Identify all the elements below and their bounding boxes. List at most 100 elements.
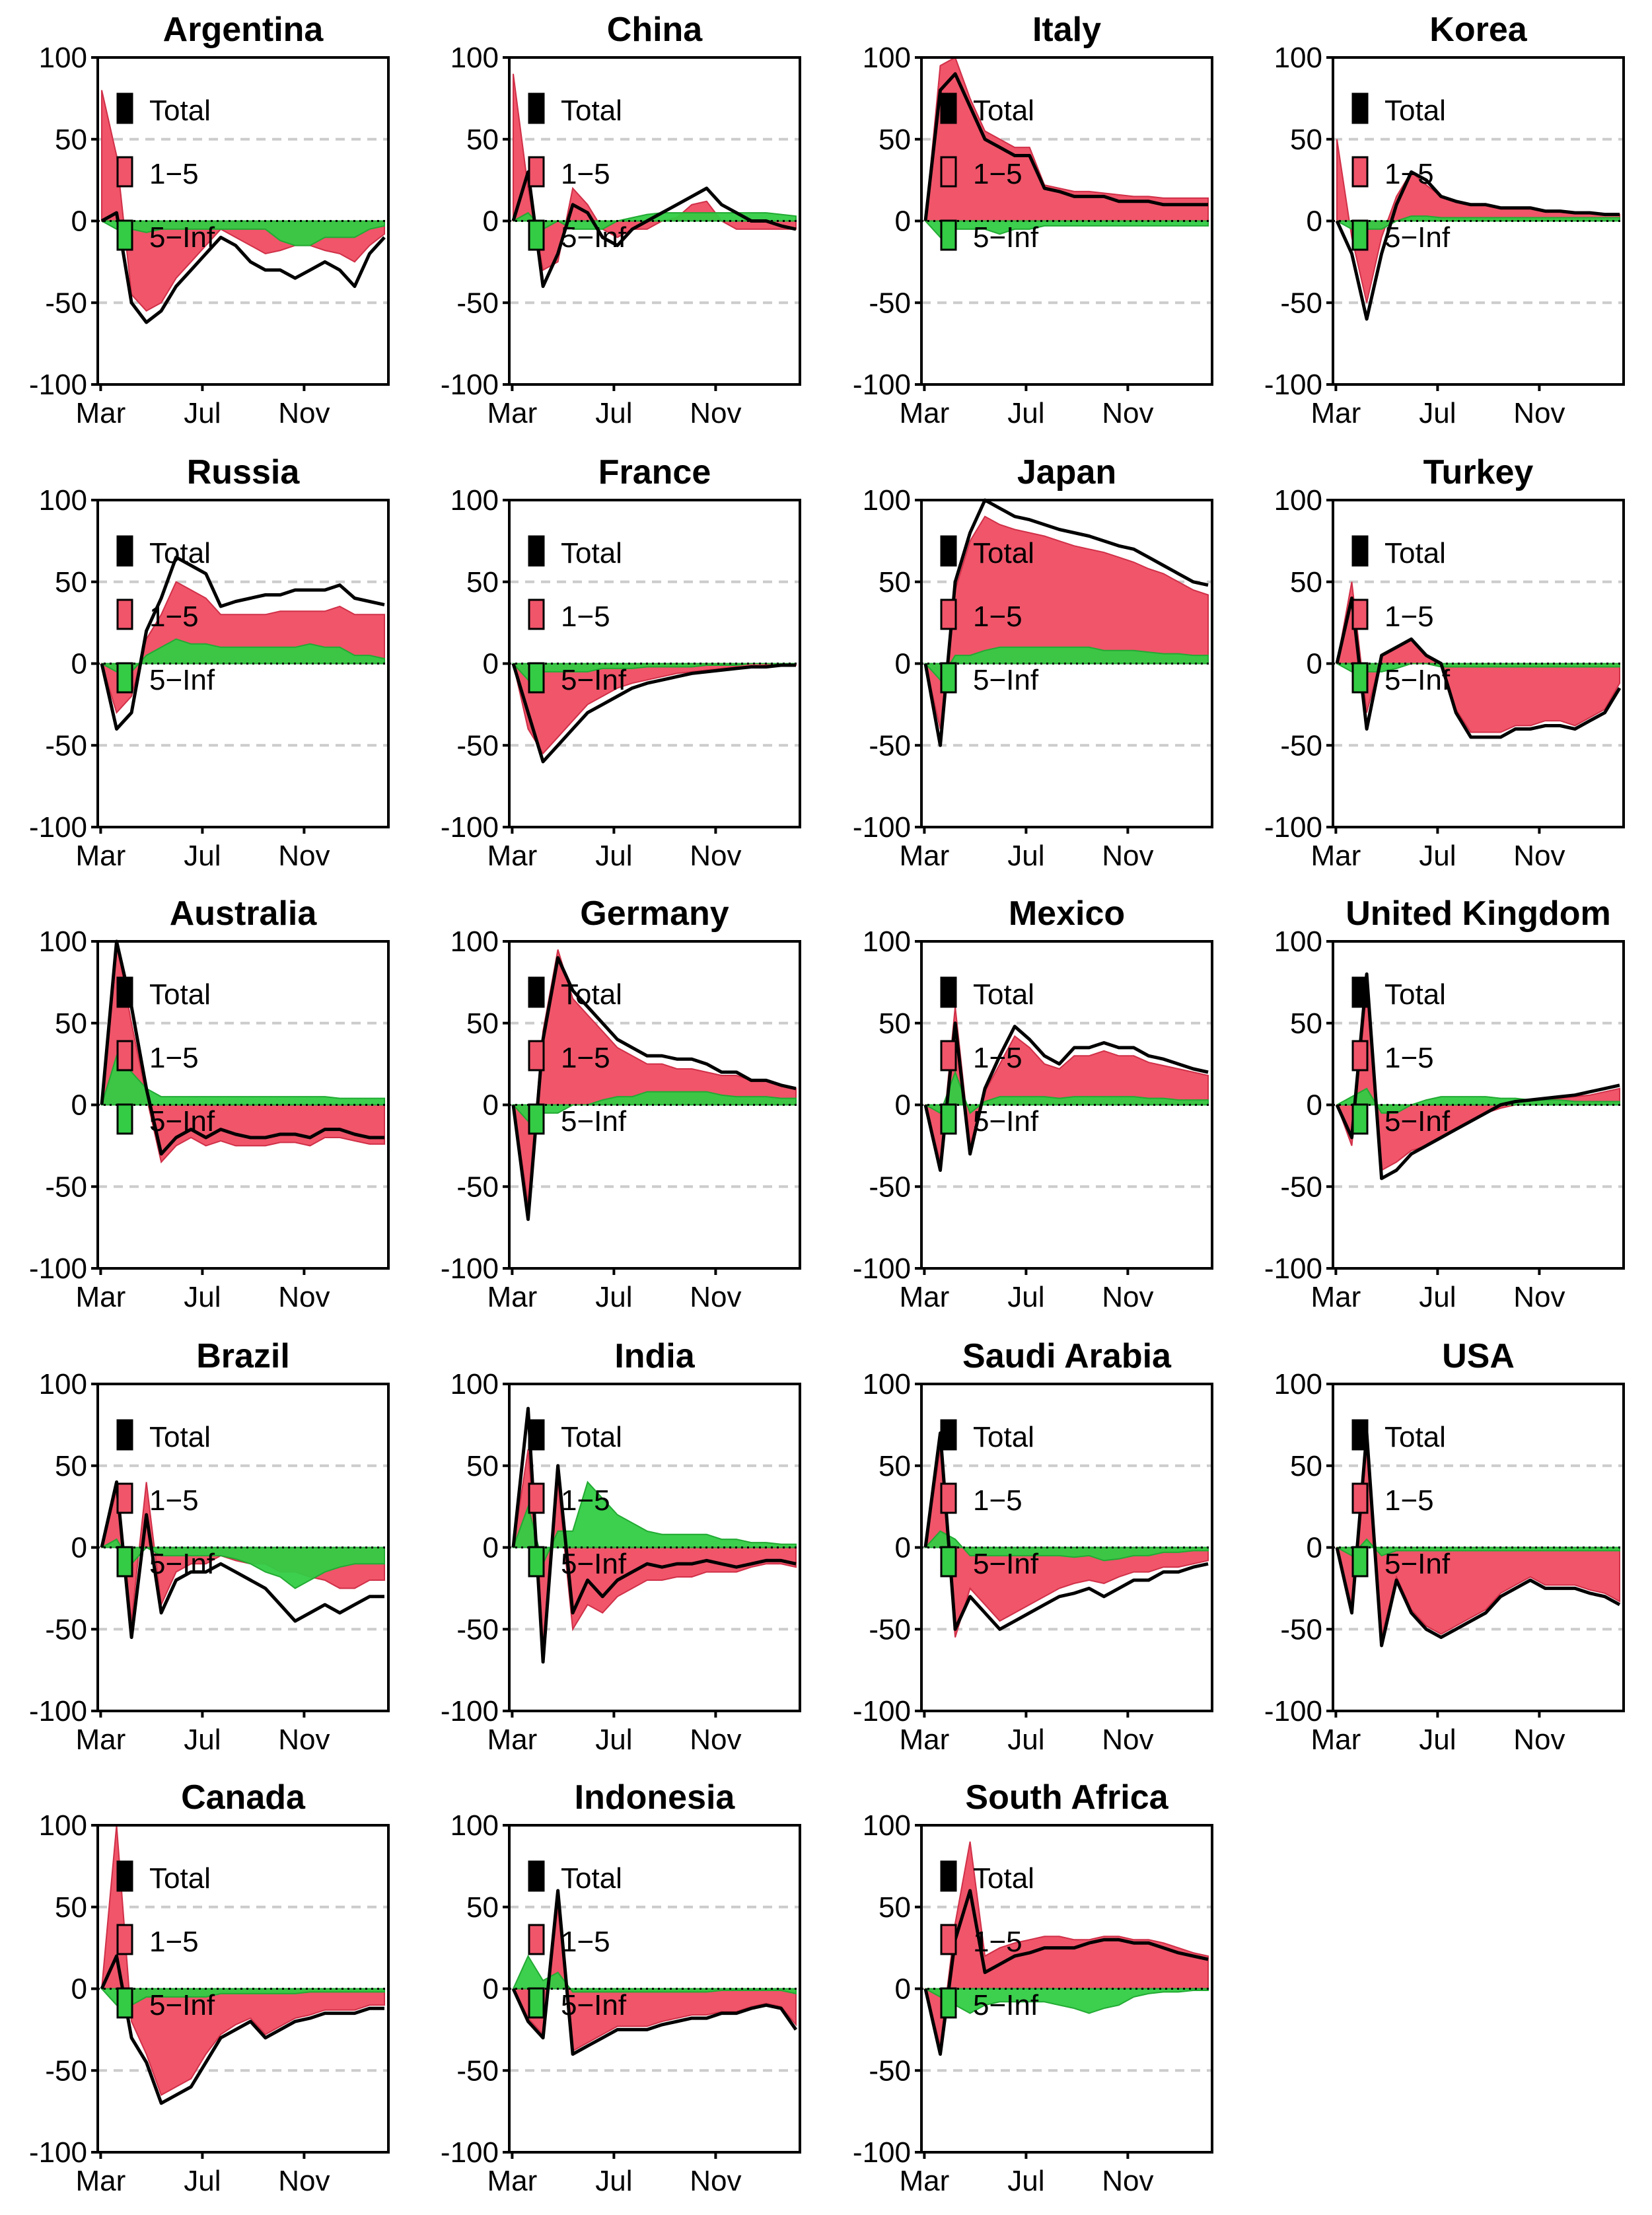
legend-label-five-to-inf: 5−Inf — [973, 1989, 1039, 2021]
y-tick-label: 100 — [863, 484, 911, 517]
x-tick-label: Mar — [487, 1724, 538, 1756]
legend-swatch-total — [116, 535, 133, 567]
legend-label-five-to-inf: 5−Inf — [561, 1548, 627, 1580]
y-tick-label: 0 — [1307, 1089, 1322, 1122]
legend-label-total: Total — [973, 978, 1034, 1011]
series-line-total — [511, 1889, 798, 2056]
legend-swatch-five-to-inf — [1351, 219, 1369, 251]
x-tick-label: Mar — [900, 1281, 950, 1313]
legend-label-total: Total — [561, 94, 622, 127]
y-tick-label: 0 — [895, 1532, 911, 1564]
y-tick-label: 50 — [1290, 124, 1322, 156]
legend-label-one-to-five: 1−5 — [561, 1926, 610, 1958]
legend-label-five-to-inf: 5−Inf — [149, 1105, 215, 1138]
x-tick-label: Jul — [1419, 840, 1456, 872]
legend-swatch-five-to-inf — [116, 1546, 133, 1578]
series-area-one-to-five — [512, 949, 797, 1204]
x-tick-label: Mar — [1311, 840, 1361, 872]
y-tick-label: -50 — [456, 2054, 499, 2087]
y-tick-label: -50 — [456, 1613, 499, 1646]
series-area-five-to-inf — [1336, 1538, 1620, 1557]
y-tick-label: 100 — [1274, 484, 1322, 517]
legend-swatch-one-to-five — [528, 156, 545, 188]
y-tick-label: 100 — [863, 926, 911, 958]
x-tick-label: Nov — [690, 2165, 741, 2197]
legend-swatch-total — [940, 1860, 957, 1892]
y-tick-label: 100 — [450, 1809, 499, 1842]
panel-title: China — [607, 11, 703, 49]
x-tick-label: Mar — [76, 1724, 126, 1756]
legend-label-five-to-inf: 5−Inf — [561, 1105, 627, 1138]
series-area-one-to-five — [924, 56, 1209, 222]
y-tick-label: -100 — [29, 2136, 87, 2169]
legend-swatch-five-to-inf — [528, 1546, 545, 1578]
series-area-one-to-five — [924, 1841, 1209, 2047]
legend-label-one-to-five: 1−5 — [149, 1484, 199, 1517]
x-tick-label: Jul — [595, 2165, 632, 2197]
legend-swatch-total — [528, 1419, 545, 1451]
x-tick-label: Mar — [487, 840, 538, 872]
x-tick-label: Mar — [76, 2165, 126, 2197]
y-tick-label: 0 — [1307, 205, 1322, 238]
series-line-total — [511, 956, 797, 1221]
legend-swatch-one-to-five — [940, 1924, 957, 1955]
legend-label-five-to-inf: 5−Inf — [149, 1989, 215, 2021]
series-line-total — [923, 1889, 1209, 2056]
y-tick-label: 100 — [450, 926, 499, 958]
y-tick-label: 0 — [483, 1532, 499, 1564]
y-tick-label: 0 — [483, 1973, 499, 2006]
legend-swatch-one-to-five — [1351, 1040, 1369, 1071]
legend-label-total: Total — [561, 1862, 622, 1895]
legend-swatch-total — [1351, 1419, 1369, 1451]
legend-swatch-total — [940, 535, 957, 567]
x-tick-label: Mar — [487, 397, 538, 429]
y-tick-label: -100 — [441, 2136, 499, 2169]
legend-swatch-five-to-inf — [940, 662, 957, 694]
x-tick-label: Mar — [487, 1281, 538, 1313]
y-tick-label: -100 — [441, 1695, 499, 1727]
x-tick-label: Jul — [1419, 1724, 1456, 1756]
y-tick-label: -50 — [869, 729, 911, 762]
y-tick-label: 0 — [71, 205, 87, 238]
series-area-one-to-five — [1336, 581, 1620, 733]
y-tick-label: -100 — [1264, 369, 1322, 401]
panel-title: India — [614, 1337, 695, 1375]
series-area-one-to-five — [512, 663, 797, 755]
x-tick-label: Mar — [487, 2165, 538, 2197]
y-tick-label: -100 — [29, 369, 87, 401]
legend-label-one-to-five: 1−5 — [149, 1042, 199, 1074]
legend-swatch-five-to-inf — [1351, 1546, 1369, 1578]
panel-title: Brazil — [196, 1337, 290, 1375]
legend-label-total: Total — [149, 1862, 211, 1895]
series-line-total — [511, 170, 797, 288]
legend-swatch-one-to-five — [940, 156, 957, 188]
legend-label-five-to-inf: 5−Inf — [1384, 221, 1451, 254]
y-tick-label: 0 — [483, 205, 499, 238]
x-tick-label: Jul — [1419, 397, 1456, 429]
x-tick-label: Nov — [1102, 840, 1153, 872]
y-tick-label: -50 — [45, 2054, 87, 2087]
legend-swatch-one-to-five — [116, 1040, 133, 1071]
y-tick-label: -100 — [1264, 1695, 1322, 1727]
y-tick-label: 50 — [55, 1007, 87, 1040]
x-tick-label: Mar — [1311, 1281, 1361, 1313]
y-tick-label: 100 — [39, 926, 87, 958]
x-tick-label: Jul — [1007, 840, 1044, 872]
y-tick-label: -100 — [29, 1253, 87, 1285]
panel-title: Japan — [1017, 453, 1116, 491]
y-tick-label: -100 — [29, 811, 87, 844]
legend-swatch-five-to-inf — [940, 219, 957, 251]
legend-label-one-to-five: 1−5 — [561, 600, 610, 633]
legend-swatch-total — [528, 1860, 545, 1892]
x-tick-label: Nov — [278, 1724, 330, 1756]
y-tick-label: -50 — [45, 287, 87, 319]
x-tick-label: Nov — [1102, 1724, 1153, 1756]
x-tick-label: Jul — [595, 1724, 632, 1756]
